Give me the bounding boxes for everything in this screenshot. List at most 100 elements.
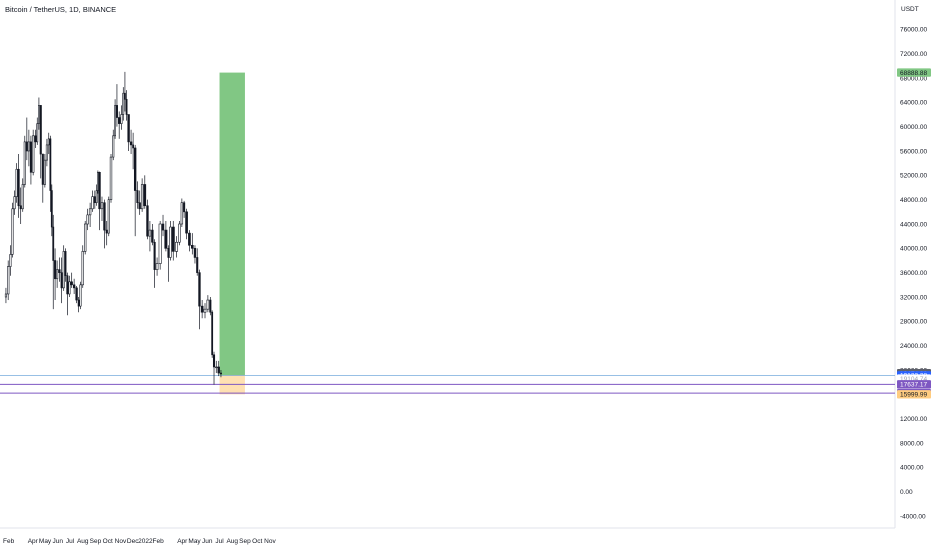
candle (211, 310, 214, 358)
candle (190, 233, 194, 255)
price-tick-label: 60000.00 (900, 124, 927, 131)
candle (17, 154, 20, 218)
candle (129, 129, 133, 155)
candle (45, 138, 48, 167)
candle (31, 129, 35, 176)
candle (64, 248, 67, 282)
time-tick-label: Aug (226, 538, 238, 545)
candle (193, 245, 197, 264)
price-tick-label: 4000.00 (900, 465, 924, 472)
time-tick-label: Oct (252, 538, 262, 545)
candle (11, 202, 14, 258)
candle (196, 248, 199, 276)
candle (212, 351, 216, 385)
candle (54, 248, 57, 301)
candle (86, 208, 89, 231)
candle (95, 184, 98, 206)
candle (29, 135, 32, 185)
candle (185, 208, 188, 240)
candle (23, 135, 26, 188)
price-tick-label: 76000.00 (900, 27, 927, 34)
time-tick-label: Sep (90, 538, 102, 545)
candle (209, 297, 212, 316)
target-zone[interactable] (219, 72, 245, 376)
horizontal-levels[interactable] (0, 374, 895, 394)
candle (217, 360, 220, 377)
candle (58, 257, 61, 282)
candle (114, 99, 116, 139)
candle (118, 111, 121, 139)
time-tick-label: Apr (177, 538, 188, 545)
time-tick-label: Sep (239, 538, 251, 545)
candle (72, 278, 76, 294)
price-tick-label: 56000.00 (900, 148, 927, 155)
price-tick-label: 0.00 (900, 489, 913, 496)
price-tags: 68888.8819474.0219132.2819104.7417637.17… (897, 68, 931, 399)
candle (4, 287, 7, 304)
candle (13, 190, 16, 215)
price-tick-label: 32000.00 (900, 294, 927, 301)
price-tick-label: 28000.00 (900, 319, 927, 326)
candle (60, 257, 63, 304)
candle (43, 154, 46, 188)
candle (148, 220, 152, 252)
price-tag: 17637.17 (897, 380, 931, 389)
candle (70, 272, 73, 288)
candle (167, 245, 170, 282)
candle (175, 236, 179, 258)
price-tick-label: 8000.00 (900, 440, 924, 447)
candles (4, 71, 222, 385)
candle (56, 260, 59, 288)
price-axis[interactable]: 76000.00 72000.00 68000.00 64000.00 60000.00… (900, 27, 927, 521)
candle (25, 117, 28, 161)
time-tick-label: Nov (115, 538, 127, 545)
time-tick-label: May (188, 538, 201, 545)
time-axis[interactable]: Feb Apr May Jun Jul Aug Sep Oct Nov Dec 2022 Feb Apr… (3, 538, 276, 545)
candle (79, 281, 82, 310)
position-zones[interactable] (219, 72, 245, 395)
price-tick-label: 12000.00 (900, 416, 927, 423)
price-tick-label: 52000.00 (900, 173, 927, 180)
time-tick-label: Nov (264, 538, 276, 545)
time-tick-label: Dec (127, 538, 139, 545)
candle (143, 175, 147, 209)
price-tick-label: 64000.00 (900, 100, 927, 107)
candle (7, 260, 10, 301)
price-tick-label: -4000.00 (900, 513, 926, 520)
candle (146, 199, 149, 240)
candle (68, 275, 71, 297)
candle (115, 84, 118, 127)
candle (47, 132, 50, 155)
candle (66, 272, 69, 316)
candle (138, 190, 141, 215)
candle (50, 184, 53, 237)
candle (169, 220, 172, 261)
candle (151, 224, 154, 246)
candle (52, 214, 55, 310)
time-tick-label: 2022 (138, 538, 153, 545)
price-tag-label: 68888.88 (900, 70, 927, 77)
candle (36, 117, 39, 145)
candle (38, 97, 40, 130)
candle (155, 257, 159, 276)
candle (15, 163, 18, 203)
candle (98, 171, 101, 231)
candle (105, 220, 108, 246)
price-tick-label: 36000.00 (900, 270, 927, 277)
candle (109, 154, 113, 203)
candle (81, 245, 84, 288)
price-axis-unit: USDT (901, 6, 919, 13)
candle (34, 129, 37, 148)
candle (188, 230, 191, 252)
candle (171, 220, 175, 261)
candle (107, 196, 110, 237)
time-tick-label: Jun (202, 538, 213, 545)
candle (183, 200, 186, 218)
candle (203, 303, 207, 319)
candle (127, 114, 130, 151)
price-tick-label: 72000.00 (900, 51, 927, 58)
candle (133, 144, 137, 237)
price-tag-label: 17637.17 (900, 382, 927, 389)
candle (9, 245, 12, 276)
